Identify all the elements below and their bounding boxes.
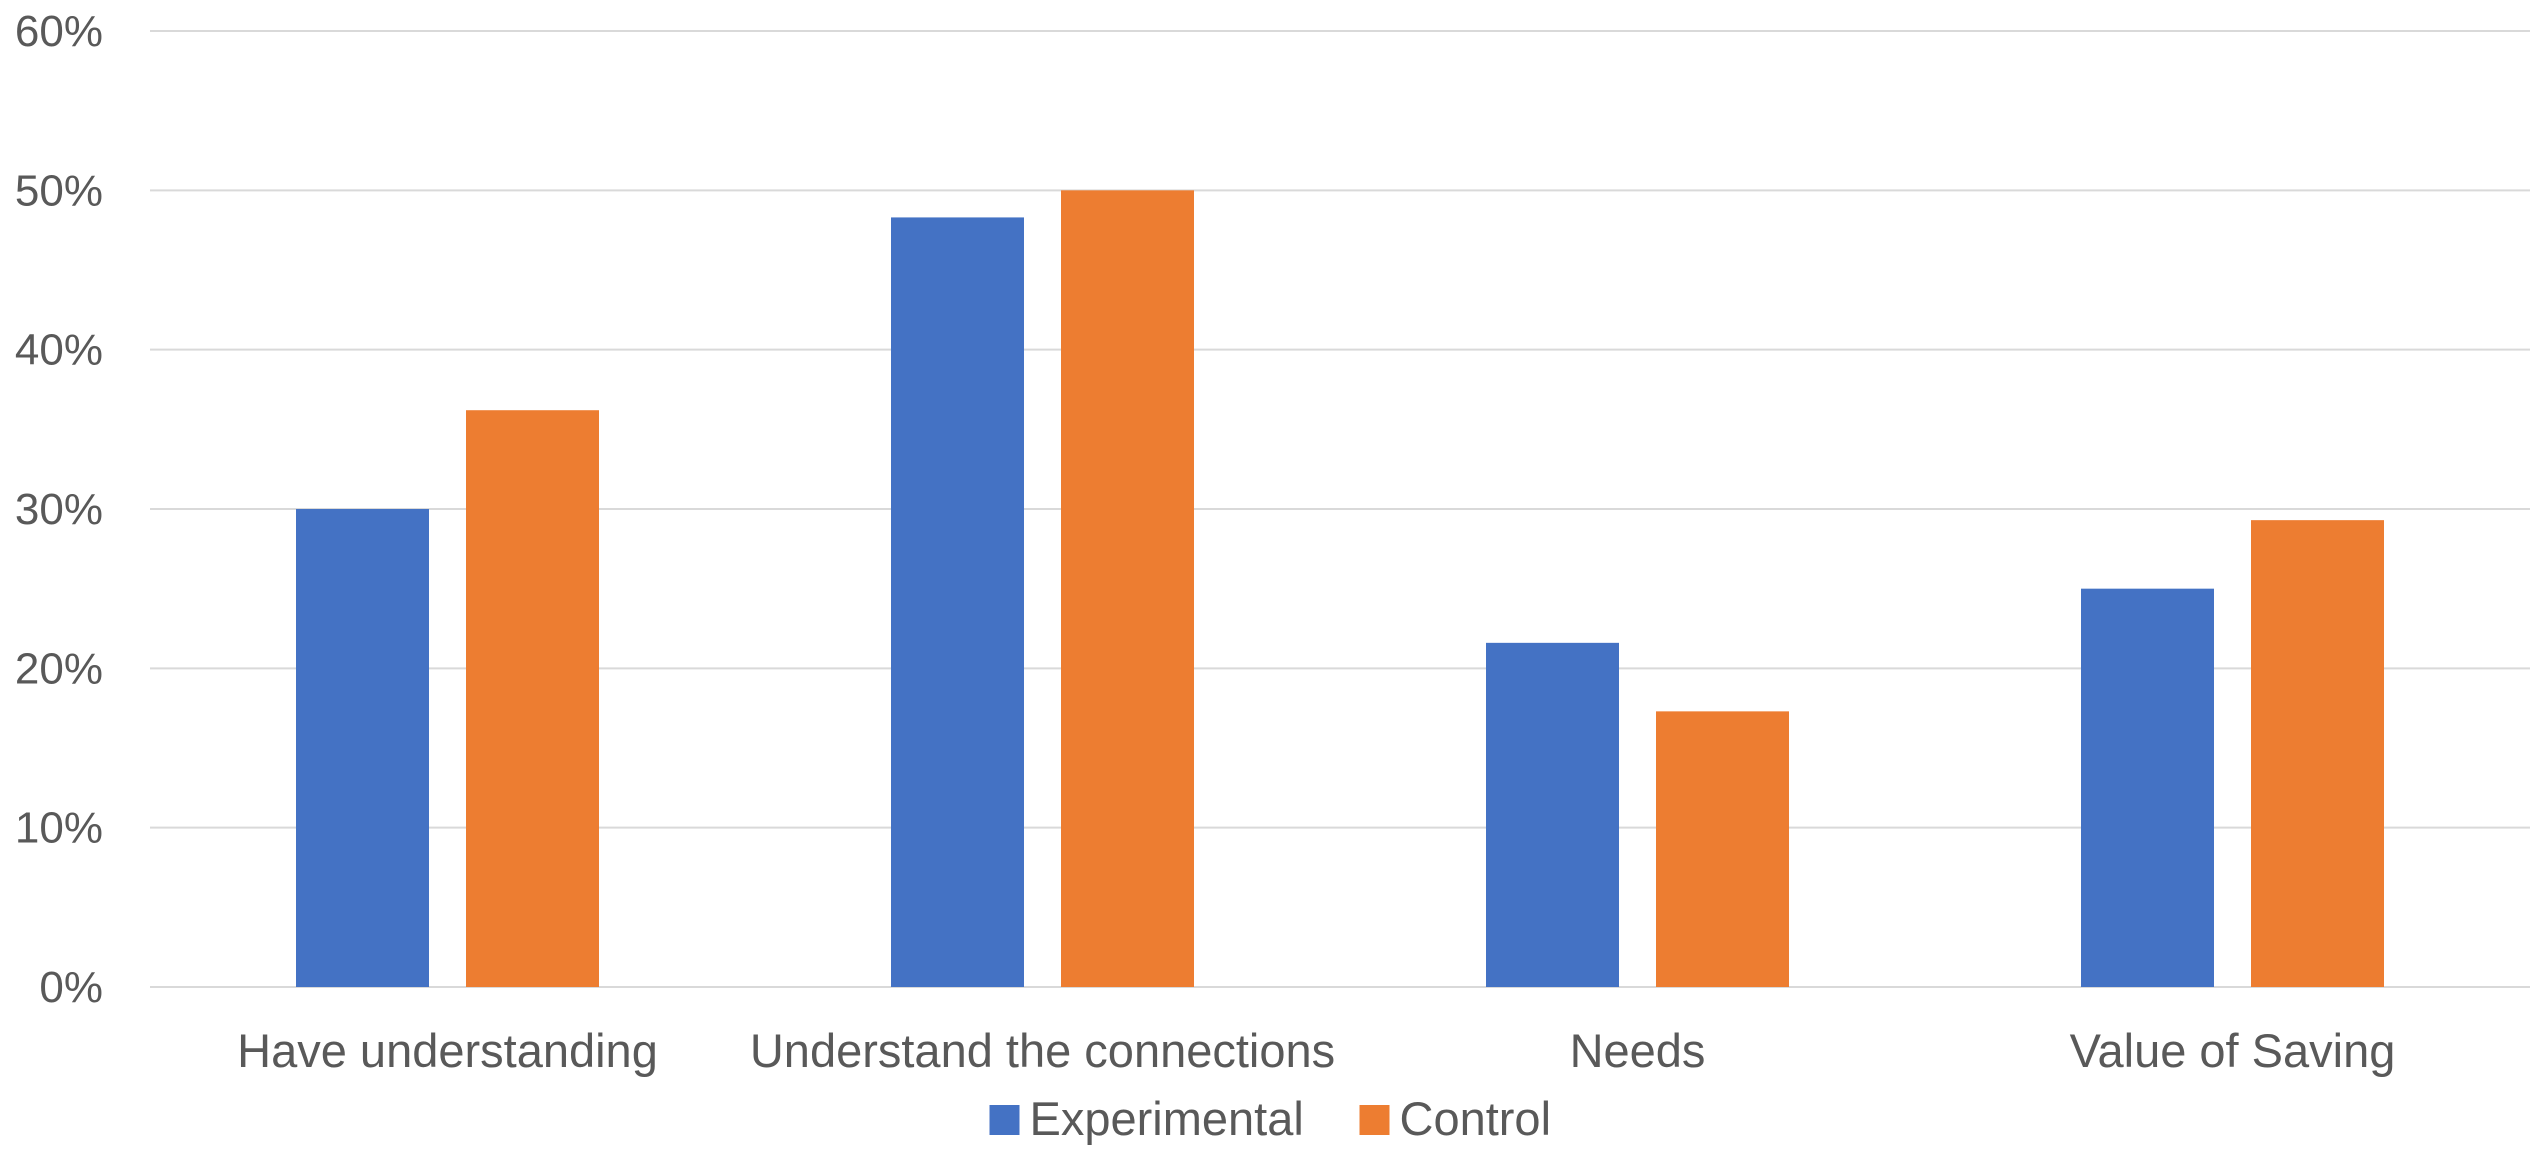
bar-experimental-understand-the-connections: [891, 217, 1024, 988]
x-category-label: Have understanding: [237, 1024, 658, 1077]
y-axis-tick-labels: 0% 10% 20% 30% 40% 50% 60%: [15, 7, 103, 1012]
x-category-label: Understand the connections: [750, 1024, 1335, 1077]
y-tick-label: 10%: [15, 804, 103, 853]
y-tick-label: 40%: [15, 326, 103, 375]
legend: Experimental Control: [989, 1092, 1552, 1145]
bar-experimental-needs: [1486, 642, 1619, 987]
bars: [296, 190, 2384, 988]
legend-item-control: Control: [1359, 1092, 1552, 1145]
bar-control-have-understanding: [466, 410, 599, 987]
bar-experimental-have-understanding: [296, 509, 429, 987]
x-category-label: Needs: [1570, 1024, 1706, 1077]
legend-label-control: Control: [1400, 1092, 1552, 1145]
bar-control-understand-the-connections: [1061, 190, 1194, 988]
x-category-label: Value of Saving: [2070, 1024, 2396, 1077]
y-tick-label: 50%: [15, 166, 103, 215]
bar-control-value-of-saving: [2251, 520, 2384, 987]
bar-experimental-value-of-saving: [2081, 588, 2214, 987]
legend-label-experimental: Experimental: [1030, 1092, 1304, 1145]
legend-item-experimental: Experimental: [989, 1092, 1304, 1145]
legend-swatch-control: [1359, 1105, 1390, 1135]
legend-swatch-experimental: [989, 1105, 1020, 1135]
y-tick-label: 20%: [15, 644, 103, 693]
bar-control-needs: [1656, 711, 1789, 987]
y-tick-label: 30%: [15, 485, 103, 534]
x-axis-category-labels: Have understanding Understand the connect…: [237, 1024, 2395, 1077]
y-tick-label: 0%: [39, 963, 103, 1012]
y-tick-label: 60%: [15, 7, 103, 56]
